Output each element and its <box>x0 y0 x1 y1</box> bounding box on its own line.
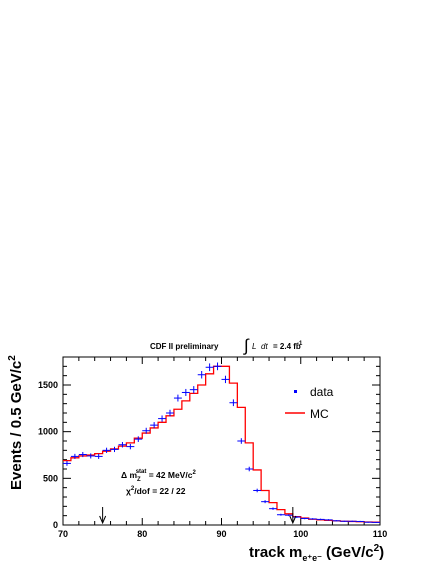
legend: data MC <box>285 385 334 421</box>
data-point <box>197 370 206 379</box>
axis-ticks <box>62 356 381 526</box>
x-axis-prefix: track m <box>249 544 302 561</box>
data-point <box>134 436 143 442</box>
legend-marker-data <box>294 390 297 393</box>
mass-unit-exponent: 2 <box>192 470 196 476</box>
mass-shift-value: = 42 MeV/c <box>146 470 192 480</box>
data-point <box>173 394 182 402</box>
y-tick-label: 1000 <box>38 427 58 437</box>
integral-symbol: ∫ <box>243 336 250 355</box>
tick-labels: 70 80 90 100 110 0 500 1000 1500 <box>38 380 387 539</box>
data-point <box>158 415 167 422</box>
data-point <box>348 520 357 522</box>
data-point <box>356 520 365 523</box>
x-axis-exponent: 2 <box>374 543 380 554</box>
x-axis-unit: (GeV/c <box>322 544 374 561</box>
data-point <box>102 447 111 453</box>
y-tick-label: 500 <box>43 473 58 483</box>
mass-shift-label: Δ mZstat = 42 MeV/c2 <box>121 469 196 483</box>
range-arrow <box>289 507 297 525</box>
chi-symbol: χ <box>126 486 131 496</box>
mass-superscript: stat <box>136 469 147 475</box>
plot-frame <box>62 356 381 526</box>
range-arrow <box>99 507 107 525</box>
chi2-value: /dof = 22 / 22 <box>134 486 186 496</box>
data-point <box>189 386 198 394</box>
data-point <box>142 427 151 434</box>
data-point <box>181 388 190 396</box>
data-point <box>118 441 127 448</box>
data-point <box>340 520 349 522</box>
legend-entry-mc: MC <box>285 407 329 421</box>
data-point <box>372 521 380 523</box>
data-point <box>332 520 341 522</box>
x-tick-label: 100 <box>293 529 308 539</box>
data-point <box>253 488 262 493</box>
data-point <box>261 500 270 504</box>
fit-range-arrows <box>99 507 297 525</box>
data-points <box>63 362 380 523</box>
data-point <box>364 521 373 523</box>
data-point <box>126 443 135 450</box>
x-tick-label: 80 <box>137 529 147 539</box>
data-point <box>70 453 79 459</box>
data-point <box>300 517 309 520</box>
y-tick-label: 1500 <box>38 380 58 390</box>
data-point <box>292 516 301 518</box>
x-axis-label: track me⁺e⁻ (GeV/c2) <box>249 543 384 563</box>
data-point <box>150 422 159 429</box>
data-point <box>205 363 214 372</box>
data-point <box>63 461 71 466</box>
data-point <box>237 438 246 444</box>
data-point <box>324 519 333 521</box>
x-tick-label: 110 <box>373 529 388 539</box>
data-point <box>213 362 222 371</box>
x-tick-label: 70 <box>58 529 68 539</box>
legend-entry-data: data <box>294 385 334 399</box>
chart-title: CDF II preliminary <box>150 342 219 351</box>
chi-exponent: 2 <box>131 486 135 492</box>
fit-annotation: Δ mZstat = 42 MeV/c2 χ2/dof = 22 / 22 <box>121 469 196 496</box>
data-point <box>276 513 285 516</box>
lumi-value: = 2.4 fb <box>273 342 301 351</box>
chi2-label: χ2/dof = 22 / 22 <box>126 486 186 496</box>
legend-label-data: data <box>310 385 334 399</box>
data-point <box>269 507 277 510</box>
y-tick-label: 0 <box>53 520 58 530</box>
legend-label-mc: MC <box>310 407 329 421</box>
luminosity-label: ∫ L dt = 2.4 fb -1 <box>243 336 303 355</box>
x-tick-label: 90 <box>216 529 226 539</box>
x-axis-subscript: e⁺e⁻ <box>302 553 322 563</box>
lumi-L: L <box>252 342 256 351</box>
data-point <box>284 514 293 517</box>
lumi-dt: dt <box>261 342 268 351</box>
data-point <box>166 409 174 417</box>
data-point <box>110 446 119 453</box>
delta-m: Δ m <box>121 470 137 480</box>
data-point <box>245 466 254 472</box>
data-point <box>308 518 317 520</box>
data-point <box>94 453 103 459</box>
lumi-exponent: -1 <box>297 341 303 347</box>
y-axis-label: Events / 0.5 GeV/c2 <box>7 355 25 490</box>
x-axis-close: ) <box>379 544 384 561</box>
mass-subscript: Z <box>137 477 141 483</box>
data-point <box>86 453 95 459</box>
data-point <box>316 518 325 521</box>
data-point <box>221 375 230 384</box>
data-point <box>78 451 87 458</box>
data-point <box>229 399 238 407</box>
